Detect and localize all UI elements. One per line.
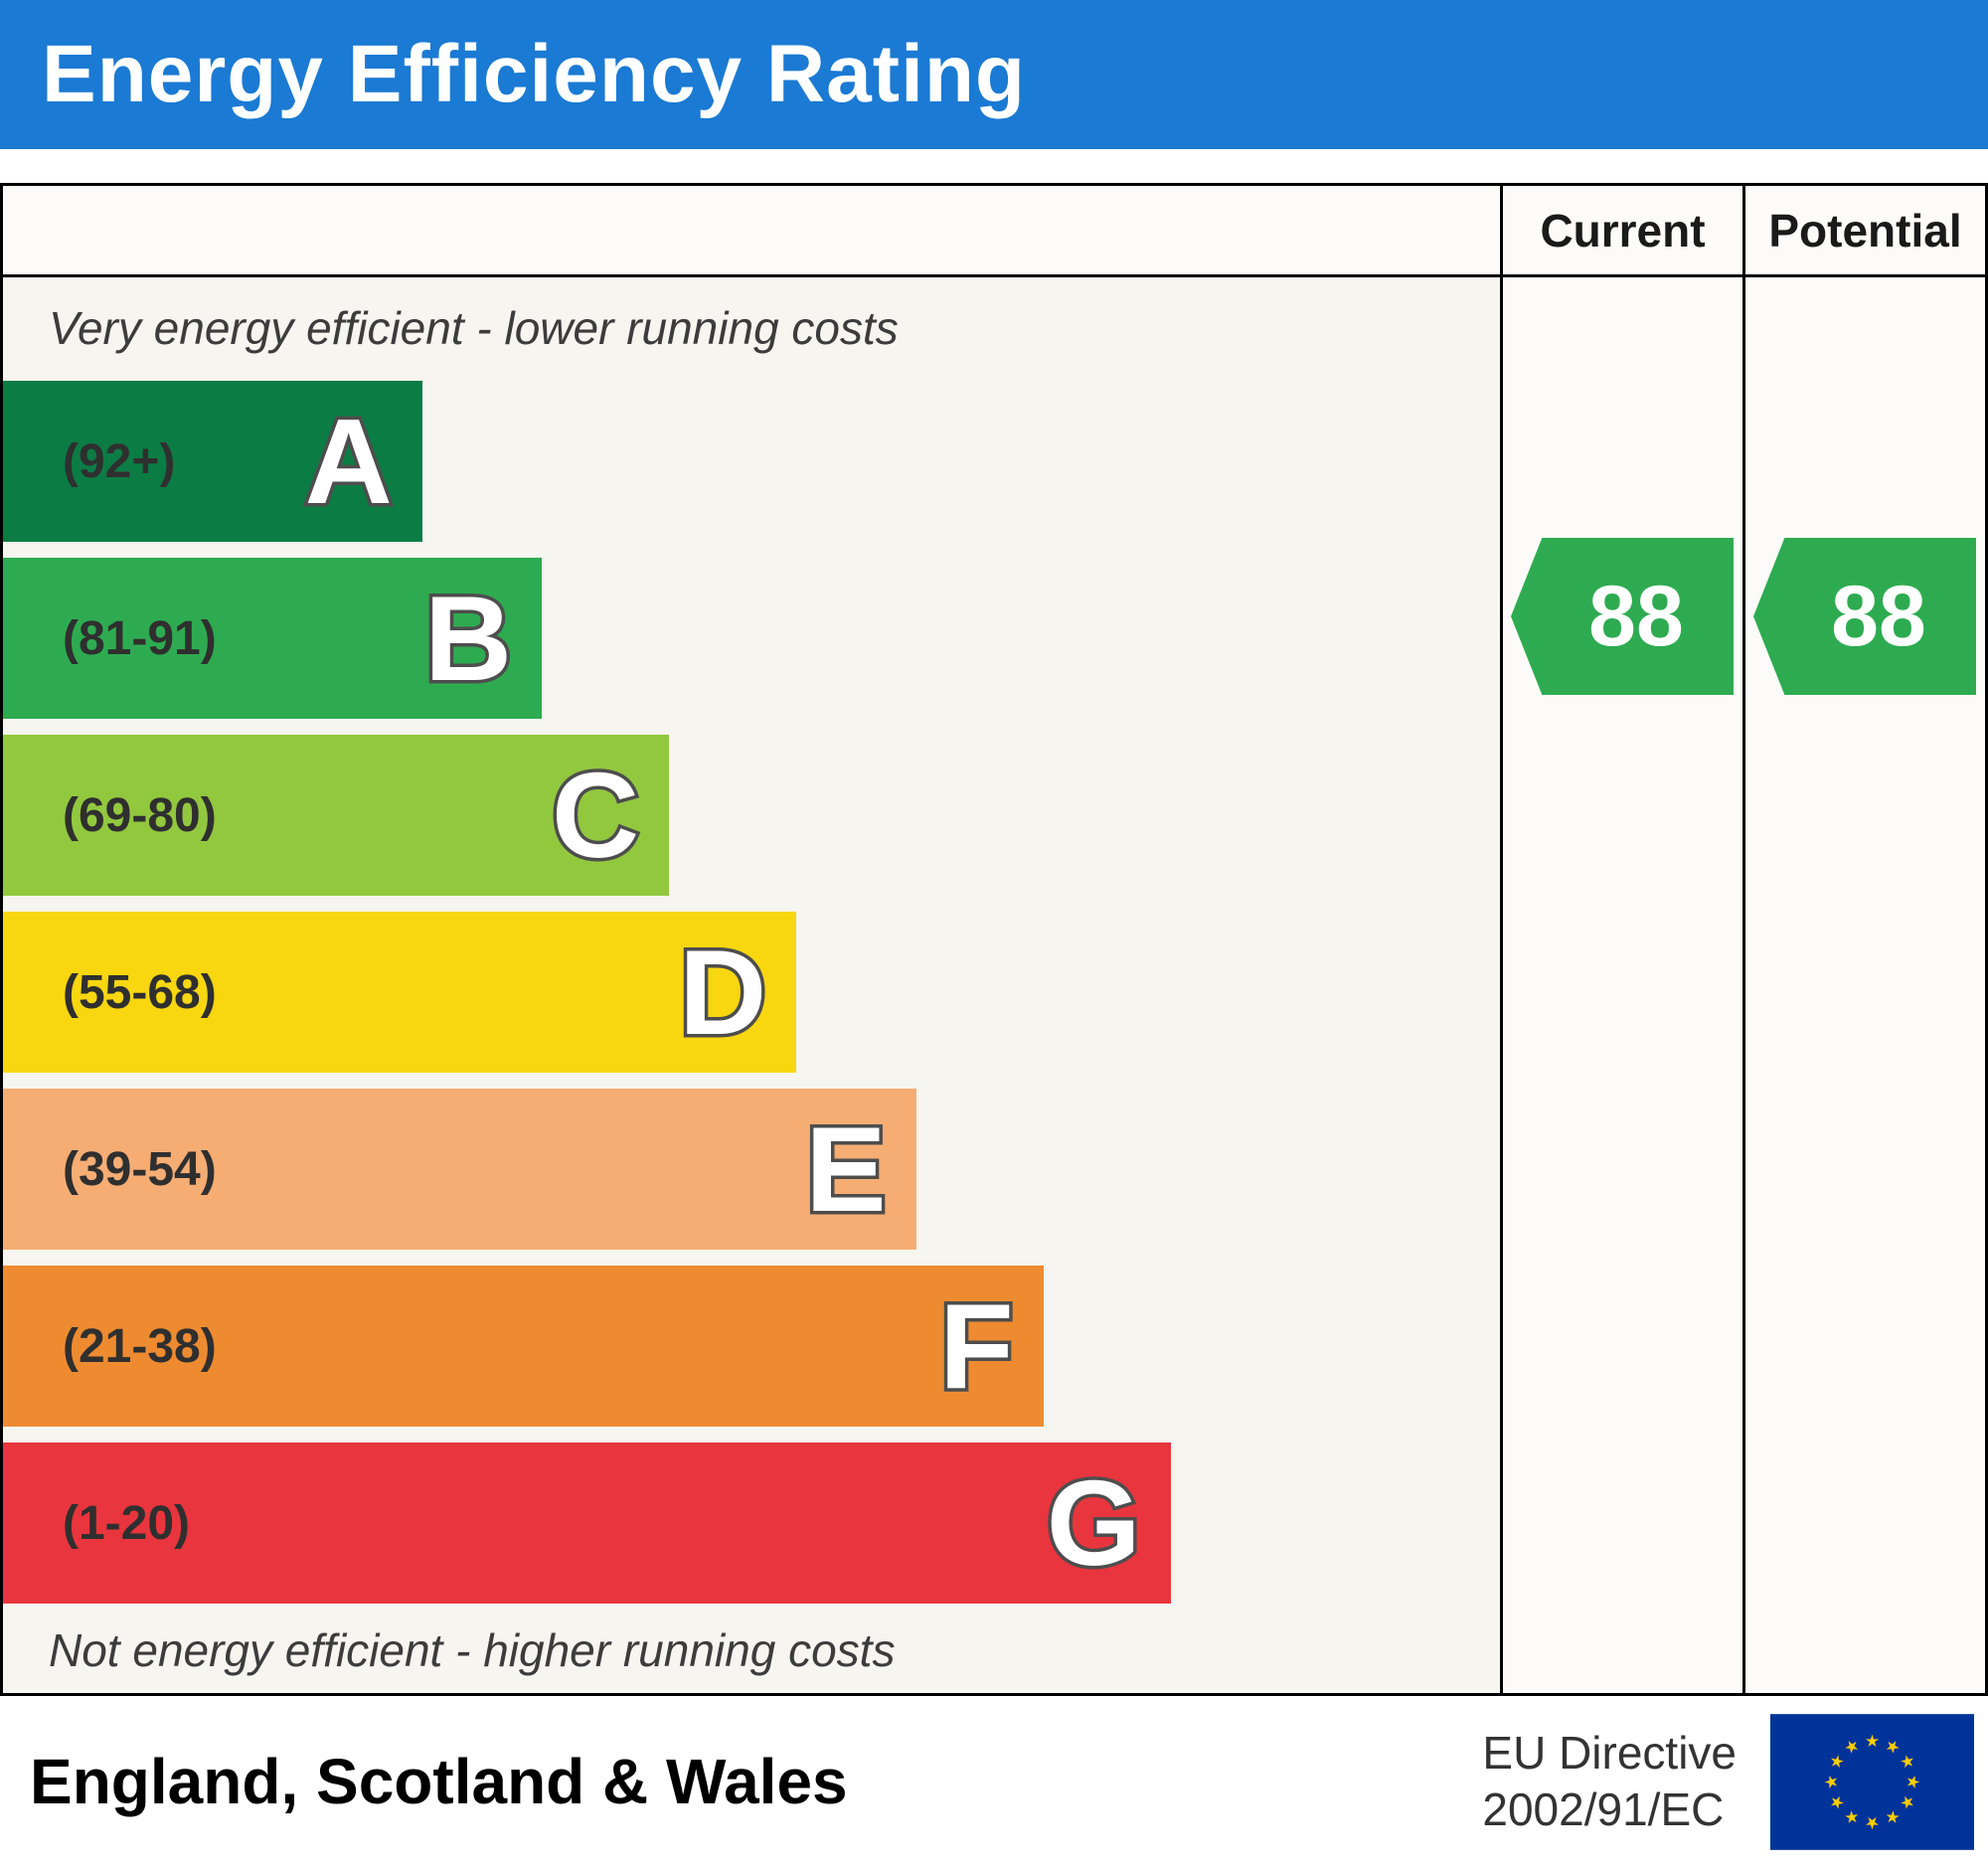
eu-directive-line1: EU Directive <box>1482 1726 1737 1779</box>
band-letter: D <box>676 925 770 1060</box>
band-letter: F <box>936 1278 1017 1414</box>
current-rating-arrow: 88 <box>1511 538 1734 695</box>
band-letter: B <box>421 571 516 706</box>
eu-flag-icon <box>1770 1713 1974 1850</box>
region-label: England, Scotland & Wales <box>30 1746 848 1817</box>
bottom-note: Not energy efficient - higher running co… <box>49 1624 896 1676</box>
band-letter: C <box>549 748 643 883</box>
band-bar-b: (81-91) B <box>3 558 543 719</box>
current-rating-value: 88 <box>1588 568 1684 664</box>
potential-column: 88 <box>1742 277 1985 1693</box>
band-bar-e: (39-54) E <box>3 1089 916 1250</box>
bands: (92+) A (81-91) B (69-80) C <box>3 369 1500 1619</box>
band-range-label: (21-38) <box>63 1319 217 1373</box>
band-row-f: (21-38) F <box>3 1266 1500 1427</box>
band-bar-c: (69-80) C <box>3 735 670 896</box>
eu-directive-line2: 2002/91/EC <box>1482 1783 1725 1835</box>
rating-table: Current Potential Very energy efficient … <box>0 183 1988 1696</box>
eu-directive-label: EU Directive 2002/91/EC <box>1482 1725 1737 1839</box>
band-scale-area: Very energy efficient - lower running co… <box>3 277 1500 1693</box>
band-bar-d: (55-68) D <box>3 912 797 1073</box>
band-range-label: (81-91) <box>63 611 217 665</box>
band-letter: A <box>301 394 396 529</box>
band-row-c: (69-80) C <box>3 735 1500 896</box>
band-row-g: (1-20) G <box>3 1443 1500 1604</box>
band-bar-f: (21-38) F <box>3 1266 1044 1427</box>
band-row-a: (92+) A <box>3 381 1500 542</box>
potential-rating-arrow: 88 <box>1753 538 1976 695</box>
band-bar-g: (1-20) G <box>3 1443 1171 1604</box>
top-note: Very energy efficient - lower running co… <box>49 302 899 354</box>
band-row-d: (55-68) D <box>3 912 1500 1073</box>
footer: England, Scotland & Wales EU Directive 2… <box>0 1696 1988 1867</box>
band-range-label: (39-54) <box>63 1142 217 1196</box>
potential-rating-value: 88 <box>1831 568 1926 664</box>
current-column: 88 <box>1500 277 1742 1693</box>
header-bar: Energy Efficiency Rating <box>0 0 1988 149</box>
band-range-label: (92+) <box>63 434 176 488</box>
band-range-label: (69-80) <box>63 788 217 842</box>
band-letter: G <box>1043 1455 1144 1591</box>
column-header-potential: Potential <box>1742 186 1985 277</box>
page-title: Energy Efficiency Rating <box>42 29 1027 119</box>
band-range-label: (1-20) <box>63 1496 191 1550</box>
band-letter: E <box>802 1102 890 1237</box>
band-row-e: (39-54) E <box>3 1089 1500 1250</box>
band-bar-a: (92+) A <box>3 381 422 542</box>
band-range-label: (55-68) <box>63 965 217 1019</box>
header-gap <box>0 149 1988 183</box>
column-header-current: Current <box>1500 186 1742 277</box>
header-corner-cell <box>3 186 1500 277</box>
band-row-b: (81-91) B <box>3 558 1500 719</box>
